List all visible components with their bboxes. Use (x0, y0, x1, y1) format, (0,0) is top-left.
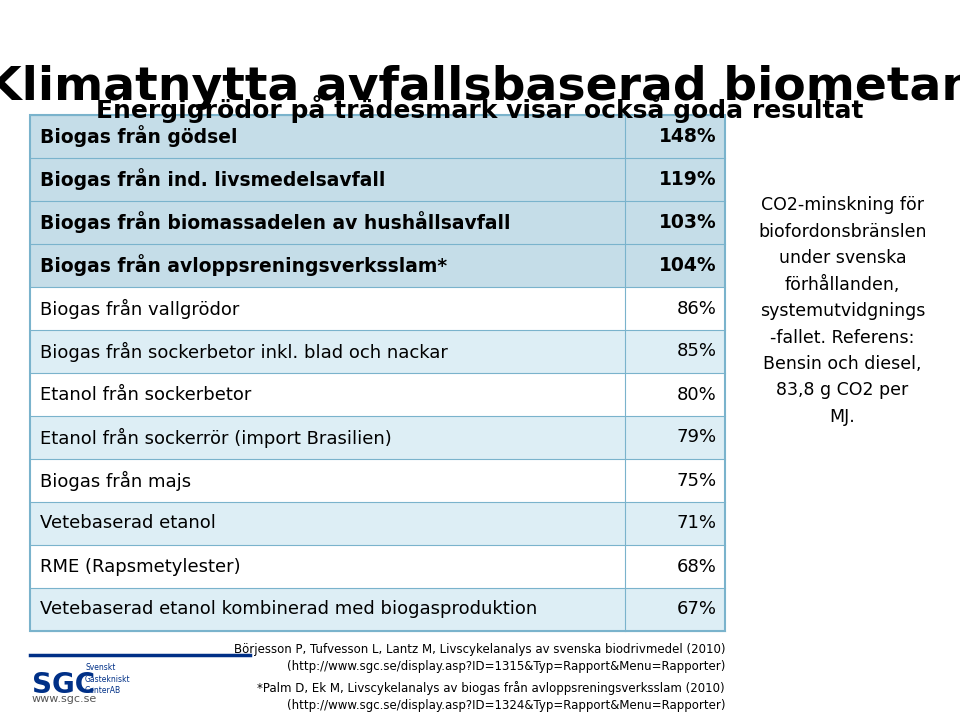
Text: Biogas från vallgrödor: Biogas från vallgrödor (40, 299, 239, 319)
Text: Svenskt
Gastekniskt
CenterAB: Svenskt Gastekniskt CenterAB (85, 663, 131, 694)
Bar (30, 373, 725, 416)
Text: Energigrödor på trädesmark visar också goda resultat: Energigrödor på trädesmark visar också g… (96, 95, 864, 123)
Text: Biogas från biomassadelen av hushållsavfall: Biogas från biomassadelen av hushållsavf… (40, 212, 511, 233)
Bar (30, 115, 725, 158)
Bar (30, 201, 725, 244)
Text: Biogas från majs: Biogas från majs (40, 471, 191, 491)
Bar (30, 330, 725, 373)
Text: Klimatnytta avfallsbaserad biometan: Klimatnytta avfallsbaserad biometan (0, 65, 960, 110)
Text: 103%: 103% (660, 213, 717, 232)
Text: Börjesson P, Tufvesson L, Lantz M, Livscykelanalys av svenska biodrivmedel (2010: Börjesson P, Tufvesson L, Lantz M, Livsc… (233, 643, 725, 673)
Text: 80%: 80% (677, 386, 717, 404)
Text: www.sgc.se: www.sgc.se (32, 694, 97, 704)
Text: 148%: 148% (660, 127, 717, 146)
Text: 75%: 75% (677, 471, 717, 490)
Text: Biogas från gödsel: Biogas från gödsel (40, 125, 237, 148)
Bar (30, 115, 725, 631)
Text: 71%: 71% (677, 515, 717, 533)
Bar (30, 416, 725, 459)
Text: 104%: 104% (660, 256, 717, 275)
Bar (30, 158, 725, 201)
Text: 119%: 119% (660, 170, 717, 189)
Text: CO2-minskning för
biofordonsbränslen
under svenska
förhållanden,
systemutvidgnin: CO2-minskning för biofordonsbränslen und… (758, 196, 926, 426)
Text: RME (Rapsmetylester): RME (Rapsmetylester) (40, 558, 241, 575)
Text: Vetebaserad etanol: Vetebaserad etanol (40, 515, 216, 533)
Bar (30, 459, 725, 502)
Text: Biogas från avloppsreningsverksslam*: Biogas från avloppsreningsverksslam* (40, 255, 447, 277)
Text: Biogas från ind. livsmedelsavfall: Biogas från ind. livsmedelsavfall (40, 168, 385, 190)
Text: Vetebaserad etanol kombinerad med biogasproduktion: Vetebaserad etanol kombinerad med biogas… (40, 600, 538, 618)
Text: SGC: SGC (32, 671, 95, 699)
Text: Biogas från sockerbetor inkl. blad och nackar: Biogas från sockerbetor inkl. blad och n… (40, 342, 448, 361)
Text: 85%: 85% (677, 342, 717, 361)
Text: Etanol från sockerrör (import Brasilien): Etanol från sockerrör (import Brasilien) (40, 428, 392, 448)
Bar (30, 287, 725, 330)
Text: 86%: 86% (677, 299, 717, 317)
Text: 68%: 68% (677, 558, 717, 575)
Bar (30, 588, 725, 631)
Text: *Palm D, Ek M, Livscykelanalys av biogas från avloppsreningsverksslam (2010)
(ht: *Palm D, Ek M, Livscykelanalys av biogas… (257, 681, 725, 712)
Text: 79%: 79% (677, 429, 717, 446)
Bar (30, 244, 725, 287)
Bar (30, 502, 725, 545)
Text: 67%: 67% (677, 600, 717, 618)
Bar (30, 545, 725, 588)
Text: Etanol från sockerbetor: Etanol från sockerbetor (40, 386, 252, 404)
